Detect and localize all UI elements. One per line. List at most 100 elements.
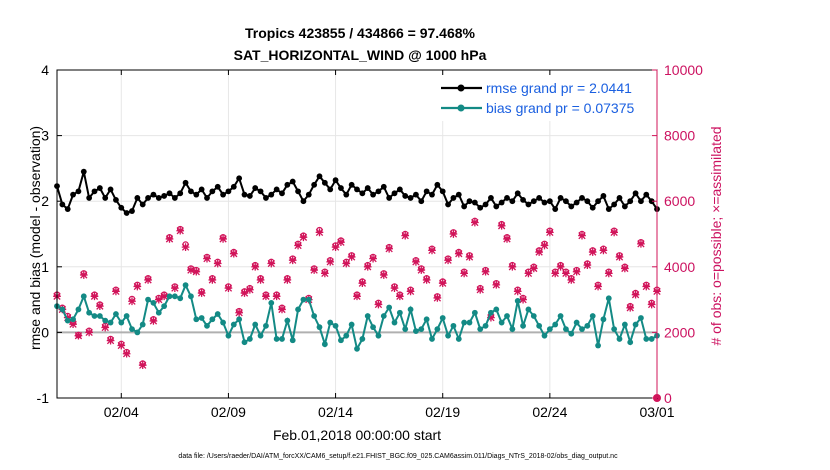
- bias-point: [354, 345, 360, 352]
- rmse-point: [413, 191, 419, 198]
- bias-point: [648, 336, 655, 342]
- bias-point: [600, 316, 607, 323]
- obs-assimilated-point: [117, 341, 126, 350]
- x-tick-label: 02/14: [318, 404, 353, 420]
- rmse-point: [139, 201, 146, 208]
- rmse-point: [102, 195, 109, 201]
- rmse-point: [648, 198, 655, 205]
- y-tick-label: 4: [41, 62, 49, 78]
- bias-point: [413, 328, 419, 334]
- obs-assimilated-point: [637, 240, 645, 248]
- obs-assimilated-point: [192, 267, 201, 276]
- rmse-point: [589, 204, 596, 211]
- rmse-point: [343, 191, 350, 198]
- obs-assimilated-point: [85, 328, 93, 337]
- x-tick-label: 02/19: [425, 404, 460, 420]
- rmse-point: [471, 199, 478, 206]
- bias-point: [429, 336, 435, 342]
- obs-assimilated-point: [294, 241, 302, 250]
- obs-assimilated-point: [262, 292, 270, 301]
- obs-assimilated-point: [321, 269, 329, 278]
- obs-assimilated-point: [251, 262, 260, 271]
- bias-point: [563, 326, 569, 333]
- rmse-point: [300, 198, 307, 205]
- bias-point: [145, 296, 151, 303]
- rmse-point: [461, 203, 468, 210]
- rmse-point: [520, 196, 526, 203]
- rmse-point: [595, 198, 601, 205]
- y2-tick-label: 0: [664, 390, 672, 406]
- obs-assimilated-point: [267, 259, 276, 268]
- rmse-point: [59, 201, 66, 208]
- bias-series: [54, 282, 660, 352]
- rmse-point: [214, 183, 221, 190]
- rmse-point: [396, 186, 403, 193]
- bias-point: [455, 336, 462, 342]
- rmse-point: [252, 185, 259, 191]
- y-tick-label: 0: [41, 324, 49, 340]
- obs-assimilated-point: [229, 249, 238, 258]
- bias-point: [338, 337, 344, 344]
- rmse-point: [354, 186, 360, 193]
- rmse-point: [611, 201, 618, 208]
- obs-assimilated-point: [347, 253, 356, 261]
- rmse-point: [193, 191, 200, 198]
- bias-point: [107, 319, 114, 326]
- rmse-point: [332, 177, 339, 184]
- bias-point: [471, 309, 478, 316]
- obs-assimilated-point: [331, 243, 340, 251]
- rmse-point: [204, 195, 210, 201]
- rmse-point: [273, 186, 280, 193]
- bias-point: [75, 306, 82, 313]
- bias-point: [482, 322, 489, 329]
- bias-point: [386, 304, 393, 311]
- rmse-point: [573, 199, 580, 206]
- obs-assimilated-point: [133, 282, 142, 291]
- bias-point: [118, 319, 125, 326]
- bias-point: [439, 315, 446, 321]
- bias-point: [134, 329, 141, 336]
- bias-point: [177, 295, 184, 302]
- legend-rmse-label: rmse grand pr = 2.0441: [486, 80, 632, 96]
- rmse-point: [161, 193, 168, 199]
- rmse-point: [220, 191, 226, 198]
- bias-point: [595, 342, 601, 349]
- bias-point: [327, 319, 334, 326]
- rmse-point: [188, 188, 194, 195]
- obs-assimilated-point: [583, 261, 592, 269]
- obs-assimilated-point: [96, 302, 104, 310]
- bias-point: [236, 316, 243, 323]
- obs-assimilated-point: [154, 295, 163, 304]
- rmse-point: [477, 204, 484, 211]
- rmse-point: [123, 210, 130, 216]
- rmse-point: [305, 191, 312, 198]
- y-tick-label: 3: [41, 128, 49, 144]
- bias-point: [193, 316, 200, 323]
- bias-point: [466, 319, 473, 326]
- obs-assimilated-point: [337, 238, 345, 247]
- bias-point: [220, 319, 226, 326]
- y2-tick-label: 4000: [664, 259, 695, 275]
- bias-point: [579, 326, 585, 333]
- obs-assimilated-point: [551, 269, 560, 278]
- rmse-point: [445, 201, 451, 208]
- bias-point: [123, 313, 130, 319]
- obs-assimilated-point: [138, 361, 147, 370]
- obs-assimilated-point: [165, 235, 174, 243]
- bias-point: [552, 321, 559, 328]
- rmse-point: [536, 195, 543, 201]
- bias-point: [402, 326, 409, 333]
- bias-point: [59, 306, 66, 313]
- rmse-point: [327, 186, 334, 193]
- rmse-point: [295, 188, 301, 195]
- rmse-point: [70, 191, 76, 198]
- obs-assimilated-point: [642, 282, 651, 291]
- rmse-point: [150, 191, 157, 198]
- obs-assimilated-point: [481, 267, 490, 276]
- rmse-point: [563, 198, 569, 205]
- obs-assimilated-point: [412, 258, 420, 266]
- rmse-point: [198, 186, 205, 193]
- obs-assimilated-point: [396, 292, 404, 301]
- bias-point: [546, 326, 553, 333]
- rmse-point: [488, 195, 494, 201]
